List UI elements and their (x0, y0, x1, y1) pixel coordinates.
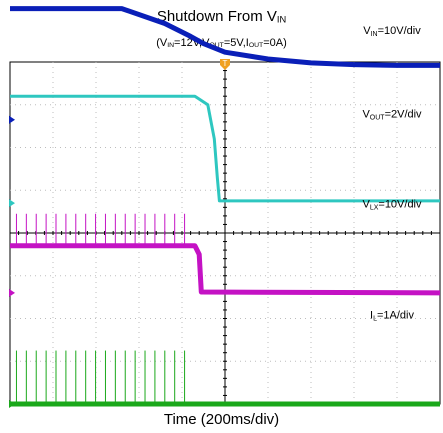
subtitle-part: OUT (209, 42, 224, 50)
trigger-marker-label: T (223, 59, 228, 68)
series-vin: VIN=10V/div (9, 6, 440, 124)
series-il: IL=1A/div (9, 310, 440, 408)
trigger-marker-shape (220, 59, 230, 70)
scale-label-subscript: IN (371, 31, 378, 38)
scale-label: IL=1A/div (370, 310, 414, 323)
series-line (10, 94, 440, 203)
scale-label-value: =10V/div (378, 25, 422, 37)
scale-label: VLX=10V/div (362, 198, 422, 211)
subtitle-part: OUT (248, 42, 264, 50)
scale-label-symbol: V (362, 198, 370, 210)
trigger-marker: T (220, 59, 230, 70)
series-line (10, 6, 440, 68)
subtitle-part: =5V,I (223, 37, 249, 49)
scale-label-symbol: V (362, 109, 370, 121)
subtitle-part: =0A) (263, 37, 287, 49)
scale-label-value: =2V/div (385, 109, 422, 121)
ground-marker (9, 115, 15, 124)
subtitle-part: (V (156, 37, 168, 49)
chart-title-main: Shutdown From V (156, 8, 277, 25)
scale-label-subscript: OUT (370, 115, 386, 122)
scale-label: VIN=10V/div (363, 25, 421, 38)
scale-label: VOUT=2V/div (362, 109, 422, 122)
chart-title: Shutdown From VIN (0, 8, 443, 28)
chart-title-subscript: IN (276, 14, 287, 25)
scale-label-subscript: L (373, 316, 377, 323)
scale-label-value: =10V/div (378, 198, 422, 210)
scale-label-subscript: LX (370, 204, 379, 211)
chart-subtitle: (VIN=12V,VOUT=5V,IOUT=0A) (0, 37, 443, 52)
ground-marker (9, 288, 15, 297)
series-line (10, 243, 441, 296)
subtitle-part: IN (167, 42, 175, 50)
x-axis-label: Time (200ms/div) (163, 411, 280, 428)
scale-label-symbol: V (363, 25, 371, 37)
series-vout: VOUT=2V/div (9, 94, 440, 208)
ground-marker (9, 199, 15, 208)
ground-marker (9, 400, 15, 408)
series-vlx: VLX=10V/div (9, 198, 441, 297)
scale-label-symbol: I (370, 310, 373, 322)
scale-label-value: =1A/div (377, 310, 414, 322)
